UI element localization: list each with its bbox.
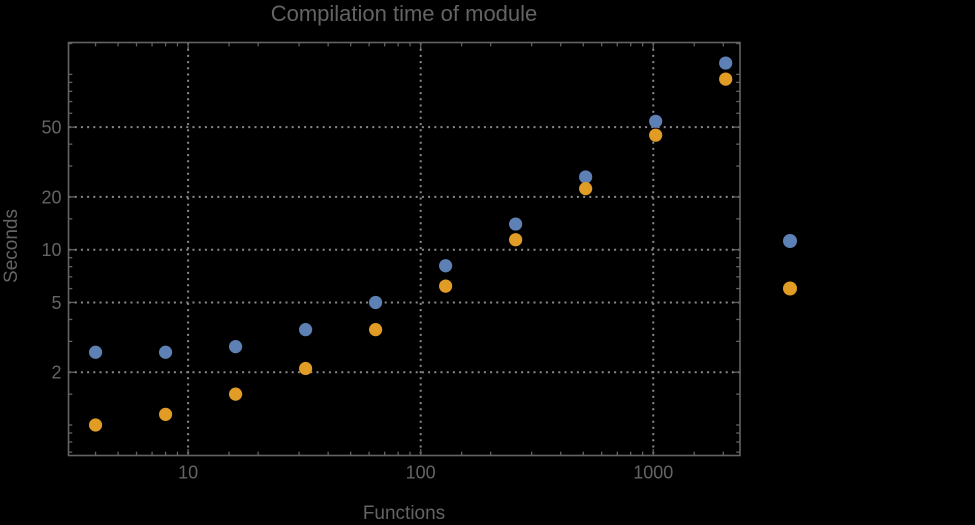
data-point-series-blue bbox=[369, 295, 383, 310]
y-tick-label: 5 bbox=[51, 293, 61, 313]
data-point-series-blue bbox=[158, 345, 173, 359]
x-axis-label: Functions bbox=[362, 503, 446, 524]
y-tick-label: 2 bbox=[51, 363, 61, 383]
data-point-series-orange bbox=[88, 418, 103, 432]
y-tick-label: 50 bbox=[41, 118, 61, 138]
data-point-series-orange bbox=[228, 387, 243, 401]
plot-frame bbox=[67, 41, 741, 457]
data-point-series-orange bbox=[158, 407, 173, 421]
y-tick-label: 10 bbox=[41, 240, 61, 260]
data-point-series-orange bbox=[439, 279, 453, 293]
data-point-series-orange bbox=[369, 323, 383, 337]
data-point-series-blue bbox=[719, 56, 733, 70]
legend-marker-series-orange bbox=[783, 281, 797, 296]
data-point-series-blue bbox=[228, 340, 243, 354]
data-point-series-orange bbox=[509, 233, 523, 247]
x-tick-label: 1000 bbox=[633, 463, 673, 483]
legend-marker-series-blue bbox=[783, 234, 797, 248]
data-point-series-blue bbox=[298, 323, 313, 337]
data-point-series-blue bbox=[439, 259, 453, 273]
data-point-series-orange bbox=[579, 182, 593, 196]
y-tick-label: 20 bbox=[41, 187, 61, 207]
data-point-series-blue bbox=[579, 170, 593, 184]
data-point-series-orange bbox=[298, 361, 313, 376]
data-point-series-blue bbox=[649, 114, 663, 128]
data-point-series-blue bbox=[88, 345, 103, 359]
x-tick-label: 100 bbox=[406, 463, 436, 483]
data-point-series-orange bbox=[719, 72, 733, 86]
data-point-series-blue bbox=[509, 217, 523, 231]
data-point-series-orange bbox=[649, 128, 663, 142]
x-tick-label: 10 bbox=[178, 463, 198, 483]
chart-title: Compilation time of module bbox=[270, 1, 538, 26]
